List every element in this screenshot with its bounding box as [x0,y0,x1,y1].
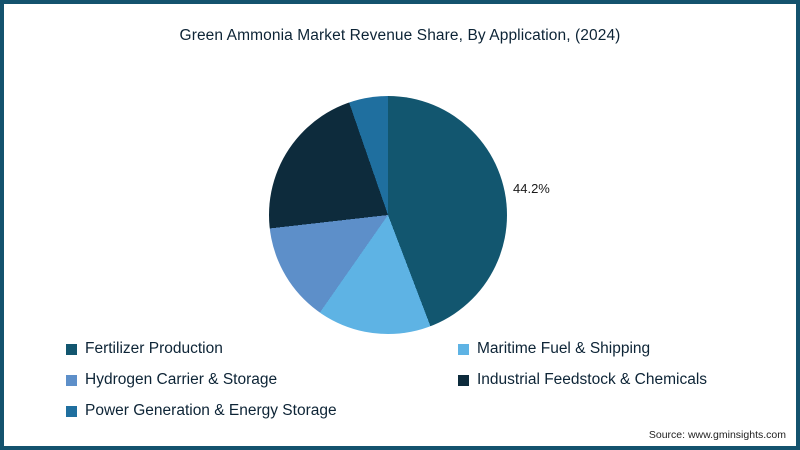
legend-swatch [458,374,469,386]
legend-label: Power Generation & Energy Storage [85,402,337,419]
legend-label: Maritime Fuel & Shipping [477,340,651,357]
legend-item-fertilizer-production: Fertilizer Production [66,338,458,360]
chart-title: Green Ammonia Market Revenue Share, By A… [179,27,621,44]
legend-item-power-generation-energy-storage: Power Generation & Energy Storage [66,400,458,422]
legend-item-maritime-fuel-shipping: Maritime Fuel & Shipping [458,338,707,360]
source-attribution: Source: www.gminsights.com [648,429,786,441]
legend: Fertilizer Production Maritime Fuel & Sh… [66,338,707,422]
legend-label: Industrial Feedstock & Chemicals [477,371,708,388]
legend-item-industrial-feedstock-chemicals: Industrial Feedstock & Chemicals [458,369,707,391]
legend-swatch [66,343,77,355]
legend-swatch [66,405,77,417]
pie-chart [269,96,507,334]
legend-swatch [458,343,469,355]
legend-label: Hydrogen Carrier & Storage [85,371,278,388]
legend-label: Fertilizer Production [85,340,223,357]
slice-value-label: 44.2% [513,181,550,196]
legend-swatch [66,374,77,386]
legend-item-hydrogen-carrier-storage: Hydrogen Carrier & Storage [66,369,458,391]
